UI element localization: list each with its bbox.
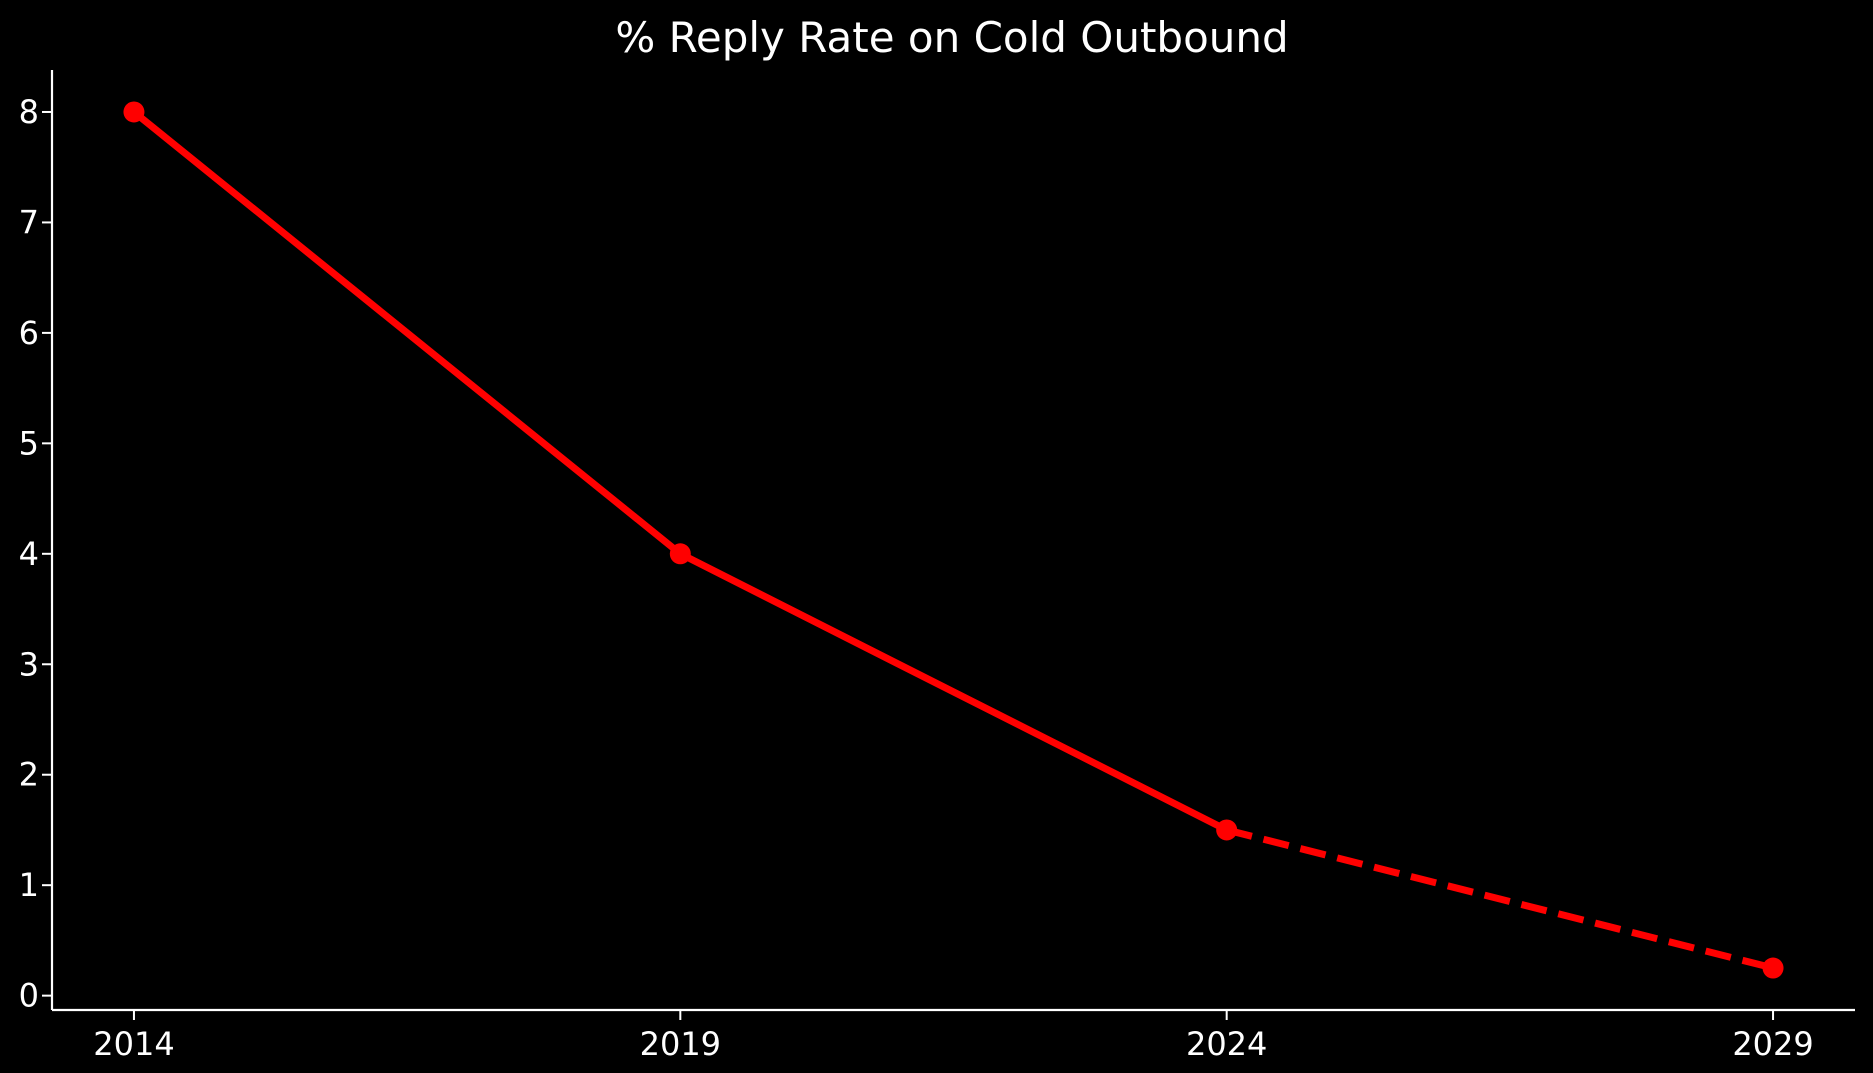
data-point-2019 xyxy=(669,543,691,565)
y-tick-label: 3 xyxy=(19,645,39,683)
chart-title: % Reply Rate on Cold Outbound xyxy=(615,13,1288,62)
y-tick-label: 1 xyxy=(19,866,39,904)
data-point-2029 xyxy=(1762,957,1784,979)
y-tick-label: 5 xyxy=(19,424,39,462)
series-line-projection-dashed xyxy=(1225,826,1774,972)
x-tick-label: 2014 xyxy=(93,1025,174,1063)
series-points xyxy=(123,101,1784,979)
data-point-2014 xyxy=(123,101,145,123)
y-tick-label: 7 xyxy=(19,203,39,241)
data-point-2024 xyxy=(1216,819,1238,841)
axes xyxy=(50,70,1855,1012)
x-tick-label: 2029 xyxy=(1732,1025,1813,1063)
x-tick-label: 2024 xyxy=(1186,1025,1267,1063)
y-tick-label: 6 xyxy=(19,314,39,352)
y-tick-label: 8 xyxy=(19,93,39,131)
y-tick-label: 2 xyxy=(19,756,39,794)
x-tick-label: 2019 xyxy=(640,1025,721,1063)
y-tick-label: 0 xyxy=(19,977,39,1015)
x-axis-ticks: 2014 2019 2024 2029 xyxy=(93,1010,1814,1063)
y-axis-ticks: 0 1 2 3 4 5 6 7 8 xyxy=(19,93,52,1015)
y-tick-label: 4 xyxy=(19,535,39,573)
